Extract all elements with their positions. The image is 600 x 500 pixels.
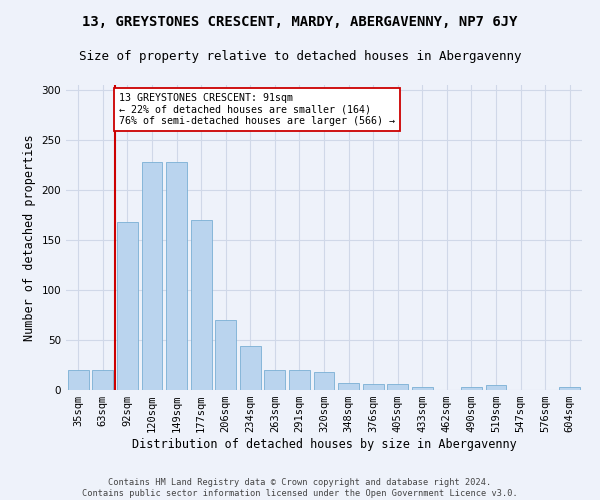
Bar bbox=[362, 384, 383, 390]
Bar bbox=[68, 370, 89, 390]
Bar bbox=[338, 383, 359, 390]
Bar bbox=[265, 370, 286, 390]
Bar bbox=[166, 162, 187, 390]
Bar bbox=[92, 370, 113, 390]
Text: 13 GREYSTONES CRESCENT: 91sqm
← 22% of detached houses are smaller (164)
76% of : 13 GREYSTONES CRESCENT: 91sqm ← 22% of d… bbox=[119, 93, 395, 126]
Bar bbox=[289, 370, 310, 390]
Text: Size of property relative to detached houses in Abergavenny: Size of property relative to detached ho… bbox=[79, 50, 521, 63]
Bar bbox=[412, 387, 433, 390]
X-axis label: Distribution of detached houses by size in Abergavenny: Distribution of detached houses by size … bbox=[131, 438, 517, 451]
Text: Contains HM Land Registry data © Crown copyright and database right 2024.
Contai: Contains HM Land Registry data © Crown c… bbox=[82, 478, 518, 498]
Bar bbox=[461, 387, 482, 390]
Bar bbox=[485, 385, 506, 390]
Bar bbox=[142, 162, 163, 390]
Bar bbox=[240, 346, 261, 390]
Y-axis label: Number of detached properties: Number of detached properties bbox=[23, 134, 36, 341]
Bar bbox=[314, 372, 334, 390]
Text: 13, GREYSTONES CRESCENT, MARDY, ABERGAVENNY, NP7 6JY: 13, GREYSTONES CRESCENT, MARDY, ABERGAVE… bbox=[82, 15, 518, 29]
Bar bbox=[559, 387, 580, 390]
Bar bbox=[215, 320, 236, 390]
Bar bbox=[117, 222, 138, 390]
Bar bbox=[387, 384, 408, 390]
Bar bbox=[191, 220, 212, 390]
